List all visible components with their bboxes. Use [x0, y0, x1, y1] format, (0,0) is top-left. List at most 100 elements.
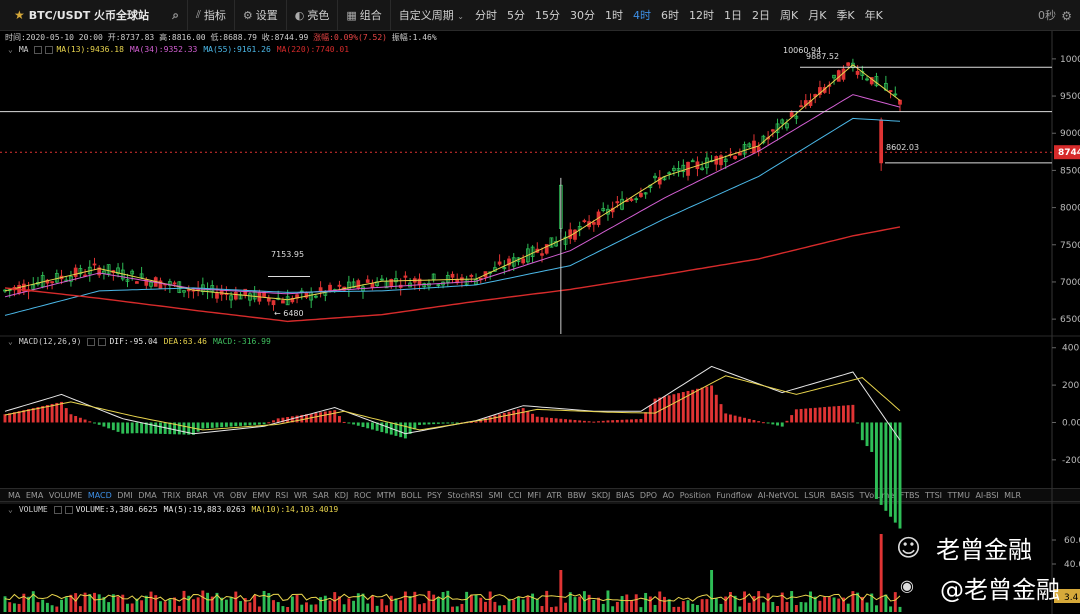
macd-histogram-bar	[196, 422, 200, 432]
price-tick-label: 10000	[1060, 55, 1080, 65]
candle-body	[394, 278, 398, 283]
period-tab[interactable]: 分时	[475, 9, 497, 22]
volume-bar	[752, 596, 756, 612]
period-tab[interactable]: 4时	[633, 9, 651, 22]
macd-histogram-bar	[356, 422, 360, 426]
indicator-tab[interactable]: AO	[662, 490, 675, 500]
indicator-tab[interactable]: MFI	[527, 490, 542, 500]
ma-line-ma13	[4, 64, 901, 301]
period-tab[interactable]: 年K	[864, 9, 883, 22]
indicator-tab[interactable]: SKDJ	[591, 490, 611, 500]
tool-indicator[interactable]: ⫽ 指标	[188, 0, 235, 30]
legend-settings-icon[interactable]	[53, 505, 62, 514]
indicator-tab[interactable]: MLR	[1004, 490, 1022, 500]
star-icon[interactable]: ★	[14, 8, 25, 22]
macd-histogram-bar	[714, 394, 718, 423]
period-tab[interactable]: 周K	[780, 9, 799, 22]
indicator-tab[interactable]: TTSI	[924, 490, 943, 500]
macd-histogram-bar	[653, 398, 657, 423]
custom-period-dropdown[interactable]: 自定义周期 ⌄	[391, 7, 470, 23]
volume-legend: ⌄ VOLUME VOLUME:3,380.6625 MA(5):19,883.026…	[8, 505, 344, 514]
indicator-tab[interactable]: BRAR	[186, 490, 208, 500]
candle-body	[182, 290, 186, 293]
macd-histogram-bar	[107, 422, 111, 429]
indicator-tab[interactable]: AI-NetVOL	[757, 490, 799, 500]
info-amplitude: 振幅:1.46%	[391, 33, 437, 42]
indicator-tab[interactable]: StochRSI	[447, 490, 483, 500]
symbol-selector[interactable]: ★ BTC/USDT 火币全球站 ⌕	[0, 0, 188, 30]
indicator-tab[interactable]: EMV	[252, 490, 270, 500]
period-tab[interactable]: 月K	[808, 9, 827, 22]
indicator-tab[interactable]: FTBS	[899, 490, 920, 500]
period-tab[interactable]: 6时	[661, 9, 679, 22]
indicator-tab[interactable]: BBW	[567, 490, 587, 500]
indicator-tab[interactable]: KDJ	[334, 490, 349, 500]
indicator-tab[interactable]: CCI	[508, 490, 522, 500]
period-tab[interactable]: 5分	[507, 9, 525, 22]
legend-close-icon[interactable]	[45, 45, 54, 54]
settings-gear-icon[interactable]: ⚙	[1061, 9, 1072, 23]
volume-bar	[813, 596, 817, 612]
indicator-tab[interactable]: MTM	[376, 490, 396, 500]
indicator-tab[interactable]: BOLL	[400, 490, 422, 500]
indicator-tab[interactable]: LSUR	[804, 490, 826, 500]
period-tab[interactable]: 1时	[605, 9, 623, 22]
price-annotation: 9887.52	[806, 52, 839, 61]
indicator-tab[interactable]: VR	[213, 490, 225, 500]
indicator-tab[interactable]: TRIX	[162, 490, 181, 500]
indicator-tab[interactable]: MA	[8, 490, 21, 500]
volume-bar	[695, 605, 699, 612]
indicator-tab[interactable]: VOLUME	[48, 490, 83, 500]
macd-histogram-bar	[403, 422, 407, 439]
volume-bar	[305, 602, 308, 612]
indicator-tab[interactable]: Fundflow	[716, 490, 753, 500]
macd-histogram-bar	[681, 392, 685, 423]
indicator-tab[interactable]: BASIS	[830, 490, 855, 500]
tool-gear[interactable]: ⚙ 设置	[235, 0, 287, 30]
period-tab[interactable]: 15分	[535, 9, 560, 22]
indicator-tab[interactable]: DMI	[117, 490, 133, 500]
indicator-tab[interactable]: BIAS	[615, 490, 635, 500]
collapse-icon[interactable]: ⌄	[8, 505, 13, 514]
indicator-tab[interactable]: TTMU	[947, 490, 970, 500]
legend-settings-icon[interactable]	[87, 337, 96, 346]
legend-close-icon[interactable]	[98, 337, 107, 346]
macd-histogram-bar	[210, 422, 214, 428]
macd-legend: ⌄ MACD(12,26,9) DIF:-95.04 DEA:63.46 MACD:-3…	[8, 337, 277, 346]
indicator-tab[interactable]: AI-BSI	[975, 490, 999, 500]
volume-bar	[22, 593, 26, 612]
collapse-icon[interactable]: ⌄	[8, 337, 13, 346]
search-icon[interactable]: ⌕	[172, 7, 179, 22]
period-tab[interactable]: 2日	[752, 9, 770, 22]
volume-bar	[300, 604, 304, 612]
legend-value: MACD:-316.99	[212, 337, 271, 346]
indicator-tab[interactable]: RSI	[275, 490, 289, 500]
period-tab[interactable]: 12时	[689, 9, 714, 22]
indicator-tab[interactable]: Position	[679, 490, 711, 500]
chart-toolbar: ★ BTC/USDT 火币全球站 ⌕ ⫽ 指标 ⚙ 设置 ◐ 亮色 ▦ 组合 自定义周期 ⌄ …	[0, 0, 1080, 31]
collapse-icon[interactable]: ⌄	[8, 45, 13, 54]
indicator-tab[interactable]: MACD	[87, 490, 112, 500]
period-tab[interactable]: 1日	[724, 9, 742, 22]
indicator-tab[interactable]: SAR	[312, 490, 330, 500]
indicator-tab[interactable]: ROC	[353, 490, 372, 500]
candle-body	[502, 267, 507, 270]
legend-close-icon[interactable]	[64, 505, 73, 514]
tool-palette[interactable]: ◐ 亮色	[287, 0, 339, 30]
period-tab[interactable]: 30分	[570, 9, 595, 22]
indicator-tab[interactable]: PSY	[427, 490, 442, 500]
candle-body	[761, 135, 766, 144]
indicator-tab[interactable]: OBV	[229, 490, 247, 500]
macd-histogram-bar	[83, 419, 87, 423]
indicator-tab[interactable]: DPO	[639, 490, 658, 500]
tool-layout[interactable]: ▦ 组合	[338, 0, 391, 30]
indicator-tab[interactable]: SMI	[488, 490, 503, 500]
period-tab[interactable]: 季K	[836, 9, 855, 22]
indicator-tab[interactable]: WR	[293, 490, 308, 500]
indicator-tab[interactable]: ATR	[546, 490, 562, 500]
legend-settings-icon[interactable]	[34, 45, 43, 54]
indicator-tab[interactable]: DMA	[138, 490, 157, 500]
volume-bar	[432, 594, 436, 612]
indicator-tab[interactable]: EMA	[25, 490, 44, 500]
